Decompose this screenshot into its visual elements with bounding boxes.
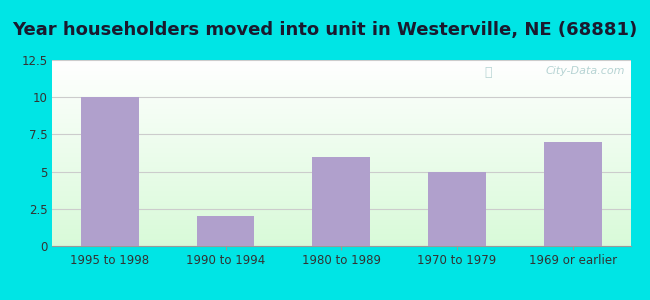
Text: Year householders moved into unit in Westerville, NE (68881): Year householders moved into unit in Wes… <box>12 21 638 39</box>
Bar <box>428 172 486 246</box>
Bar <box>312 157 370 246</box>
Bar <box>543 142 602 246</box>
Text: Ⓠ: Ⓠ <box>484 66 491 79</box>
Bar <box>81 97 139 246</box>
Bar <box>196 216 255 246</box>
Text: City-Data.com: City-Data.com <box>545 66 625 76</box>
